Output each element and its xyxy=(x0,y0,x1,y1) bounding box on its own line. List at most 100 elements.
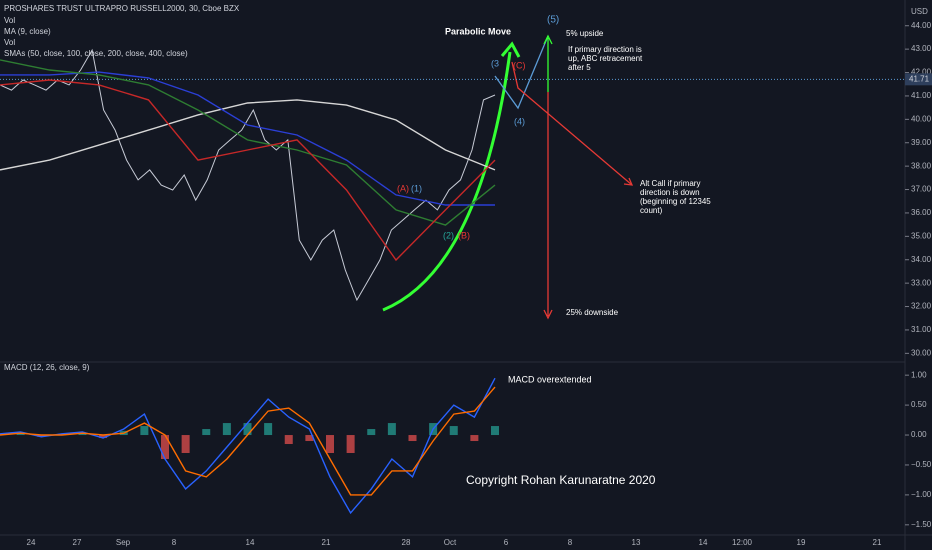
y-tick-label: 32.00 xyxy=(911,302,932,311)
annotation: Parabolic Move xyxy=(445,26,511,36)
histogram-bar xyxy=(367,429,376,436)
arrow-head xyxy=(500,41,521,58)
annotation: (beginning of 12345 xyxy=(640,197,711,206)
x-tick-label: 19 xyxy=(797,538,806,547)
histogram-bar xyxy=(491,426,499,436)
annotation: up, ABC retracement xyxy=(568,54,643,63)
x-tick-label: 6 xyxy=(504,538,509,547)
series-line xyxy=(0,377,496,515)
x-tick-label: Sep xyxy=(116,538,131,547)
y-tick-label: 35.00 xyxy=(911,231,932,240)
last-price-label: 41.71 xyxy=(909,74,930,83)
wave-path xyxy=(494,35,549,110)
series-line xyxy=(0,386,496,496)
series-line xyxy=(0,99,496,171)
y-tick-label: 34.00 xyxy=(911,255,932,264)
x-tick-label: 8 xyxy=(568,538,573,547)
y-tick-label: 33.00 xyxy=(911,278,932,287)
y-tick-label: 44.00 xyxy=(911,21,932,30)
histogram-bar xyxy=(346,435,355,453)
upside-arrow xyxy=(543,34,553,92)
annotation: (5) xyxy=(547,15,559,26)
y-tick-label: 31.00 xyxy=(911,325,932,334)
annotation: Alt Call if primary xyxy=(640,179,700,188)
x-tick-label: 21 xyxy=(873,538,882,547)
series-line xyxy=(0,79,496,262)
x-tick-label: 8 xyxy=(172,538,177,547)
y-tick-label: 43.00 xyxy=(911,44,932,53)
annotation: (B) xyxy=(458,230,470,240)
downside-arrow xyxy=(543,92,553,320)
y-tick-label: −0.50 xyxy=(911,460,932,469)
histogram-bar xyxy=(78,433,87,436)
histogram-bar xyxy=(181,435,190,453)
indicator: Vol xyxy=(4,38,15,47)
y-tick-label: 0.00 xyxy=(911,430,927,439)
histogram-bar xyxy=(387,423,396,436)
annotation: 25% downside xyxy=(566,308,619,317)
x-tick-label: 13 xyxy=(632,538,641,547)
y-tick-label: −1.50 xyxy=(911,520,932,529)
histogram-bar xyxy=(305,435,314,442)
annotation: 5% upside xyxy=(566,29,604,38)
x-tick-label: 14 xyxy=(699,538,708,547)
y-tick-label: −1.00 xyxy=(911,490,932,499)
annotation: after 5 xyxy=(568,63,591,72)
annotation: (A) xyxy=(397,183,409,193)
x-tick-label: Oct xyxy=(444,538,457,547)
histogram-bar xyxy=(140,426,149,436)
y-tick-label: 38.00 xyxy=(911,161,932,170)
annotation: (C) xyxy=(513,60,526,70)
histogram-bar xyxy=(284,435,293,445)
indicator: MA (9, close) xyxy=(4,27,51,36)
histogram-bar xyxy=(202,429,211,436)
y-tick-label: 36.00 xyxy=(911,208,932,217)
histogram-bar xyxy=(449,426,458,436)
y-tick-label: 37.00 xyxy=(911,185,932,194)
x-tick-label: 28 xyxy=(402,538,411,547)
pane-title: MACD (12, 26, close, 9) xyxy=(4,363,90,372)
indicator: Vol xyxy=(4,16,15,25)
series-line xyxy=(0,59,496,226)
alt-arrow xyxy=(511,61,633,186)
x-tick-label: 27 xyxy=(73,538,82,547)
x-tick-label: 24 xyxy=(27,538,36,547)
arrow-head xyxy=(623,177,634,186)
drawings xyxy=(382,34,634,320)
histogram-bar xyxy=(222,423,231,436)
annotation: direction is down xyxy=(640,188,700,197)
y-tick-label: 39.00 xyxy=(911,138,932,147)
x-tick-label: 12:00 xyxy=(732,538,753,547)
indicator: SMAs (50, close, 100, close, 200, close,… xyxy=(4,49,188,58)
x-tick-label: 14 xyxy=(246,538,255,547)
histogram-bar xyxy=(16,433,25,436)
parabolic-arrow xyxy=(382,51,512,312)
annotation: If primary direction is xyxy=(568,45,642,54)
histogram-bar xyxy=(37,435,46,437)
annotation: (4) xyxy=(514,116,525,126)
price-badge xyxy=(905,73,932,86)
y-tick-label: 0.50 xyxy=(911,400,927,409)
histogram-bar xyxy=(161,435,169,459)
y-tick-label: 41.00 xyxy=(911,91,932,100)
series-line xyxy=(0,48,496,302)
histogram-bar xyxy=(99,435,108,439)
histogram-bar xyxy=(408,435,417,442)
histogram-bar xyxy=(243,423,252,436)
annotation: (2) xyxy=(443,230,454,240)
y-tick-label: 30.00 xyxy=(911,348,932,357)
annotation: Copyright Rohan Karunaratne 2020 xyxy=(466,473,656,487)
annotation: MACD overextended xyxy=(508,374,592,384)
annotation: count) xyxy=(640,206,663,215)
annotation: (3 xyxy=(491,58,499,68)
annotation: (1) xyxy=(411,183,422,193)
y-tick-label: 40.00 xyxy=(911,114,932,123)
histogram-bar xyxy=(470,435,479,442)
symbol: PROSHARES TRUST ULTRAPRO RUSSELL2000, 30… xyxy=(4,4,240,13)
histogram-bar xyxy=(264,423,273,436)
histogram-bar xyxy=(326,435,334,453)
currency: USD xyxy=(911,7,928,16)
y-tick-label: 1.00 xyxy=(911,370,927,379)
